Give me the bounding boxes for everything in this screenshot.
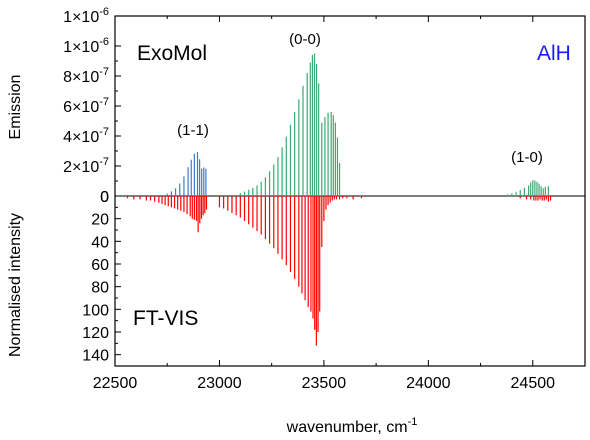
x-tick-label: 23500 xyxy=(302,375,347,392)
lower-y-tick-label: 120 xyxy=(82,325,109,342)
upper-y-tick-exponent: -7 xyxy=(99,156,109,168)
x-tick-label: 24500 xyxy=(511,375,556,392)
x-axis-label-text: wavenumber, cm xyxy=(286,419,408,436)
molecule-label: AlH xyxy=(537,42,571,65)
upper-y-axis-ticks: 02×10-74×10-76×10-78×10-71×10-61×10-6 xyxy=(63,6,121,206)
lower-y-tick-label: 40 xyxy=(91,234,109,251)
band-label-1-0: (1-0) xyxy=(511,149,543,166)
upper-y-tick-exponent: -6 xyxy=(99,36,109,48)
lower-y-tick-label: 140 xyxy=(82,348,109,365)
x-tick-label: 23000 xyxy=(197,375,242,392)
upper-y-tick-label: 2×10-7 xyxy=(63,156,109,176)
lower-y-tick-label: 60 xyxy=(91,257,109,274)
upper-y-tick-label: 6×10-7 xyxy=(63,96,109,116)
upper-y-tick-exponent: -7 xyxy=(99,66,109,78)
lower-y-tick-label: 0 xyxy=(100,189,109,206)
lower-y-axis-ticks: 0 20 40 60 80 100 120 140 xyxy=(82,189,121,365)
x-tick-label: 24000 xyxy=(406,375,451,392)
band-label-1-1: (1-1) xyxy=(177,122,209,139)
ftvis-label: FT-VIS xyxy=(133,307,198,330)
upper-y-tick-exponent: -7 xyxy=(99,126,109,138)
upper-y-tick-exponent: -6 xyxy=(99,6,109,18)
x-axis-label: wavenumber, cm-1 xyxy=(286,416,418,436)
lower-y-axis-label: Normalised intensity xyxy=(7,213,24,357)
upper-y-tick-base: 1×10 xyxy=(63,9,99,26)
upper-y-tick-base: 2×10 xyxy=(63,159,99,176)
upper-y-tick-base: 1×10 xyxy=(63,39,99,56)
band-label-0-0: (0-0) xyxy=(289,31,321,48)
lower-y-tick-label: 80 xyxy=(91,280,109,297)
x-axis-ticks: 22500 23000 23500 24000 24500 xyxy=(93,16,555,392)
x-tick-label: 22500 xyxy=(93,375,138,392)
upper-y-tick-exponent: -7 xyxy=(99,96,109,108)
upper-y-tick-label: 0 xyxy=(100,189,109,206)
lower-y-tick-label: 20 xyxy=(91,212,109,229)
upper-y-tick-label: 4×10-7 xyxy=(63,126,109,146)
upper-y-tick-label: 8×10-7 xyxy=(63,66,109,86)
lower-intensity-sticks xyxy=(126,196,552,346)
upper-y-tick-base: 8×10 xyxy=(63,69,99,86)
lower-y-tick-label: 100 xyxy=(82,302,109,319)
exomol-label: ExoMol xyxy=(137,42,207,65)
plot-frame xyxy=(114,15,586,367)
upper-y-axis-label: Emission xyxy=(7,75,24,140)
upper-y-tick-label: 1×10-6 xyxy=(63,6,109,26)
upper-y-tick-label: 1×10-6 xyxy=(63,36,109,56)
upper-y-tick-base: 4×10 xyxy=(63,129,99,146)
upper-y-tick-base: 6×10 xyxy=(63,99,99,116)
x-axis-label-superscript: -1 xyxy=(408,416,418,428)
upper-emission-sticks xyxy=(166,53,550,196)
